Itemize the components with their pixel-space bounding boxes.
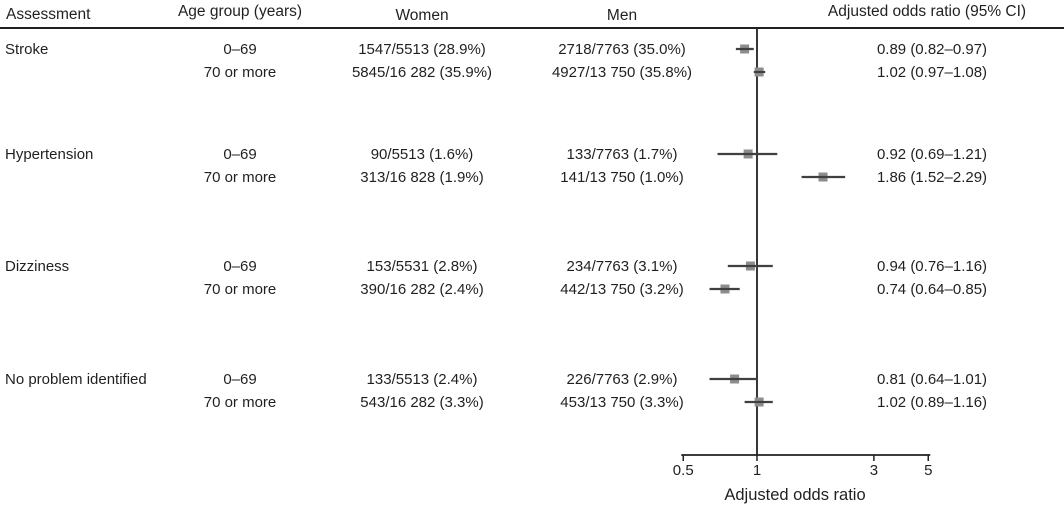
col-header-assessment: Assessment — [6, 6, 91, 23]
or-ci-cell: 0.81 (0.64–1.01) — [876, 371, 988, 388]
col-header-men: Men — [606, 7, 638, 24]
col-header-odds-ratio: Adjusted odds ratio (95% CI) — [827, 3, 1027, 20]
men-cell: 133/7763 (1.7%) — [566, 146, 678, 163]
age-group-cell: 0–69 — [223, 371, 257, 388]
age-group-cell: 0–69 — [223, 41, 257, 58]
men-cell: 4927/13 750 (35.8%) — [551, 64, 693, 81]
assessment-label: No problem identified — [5, 371, 147, 388]
tick-label: 5 — [924, 462, 933, 479]
age-group-cell: 70 or more — [203, 64, 277, 81]
or-ci-cell: 0.92 (0.69–1.21) — [876, 146, 988, 163]
col-header-women: Women — [395, 7, 449, 24]
or-marker — [754, 397, 764, 407]
women-cell: 5845/16 282 (35.9%) — [351, 64, 493, 81]
or-marker — [754, 67, 764, 77]
age-group-cell: 70 or more — [203, 394, 277, 411]
men-cell: 234/7763 (3.1%) — [566, 258, 678, 275]
women-cell: 390/16 282 (2.4%) — [360, 281, 484, 298]
col-header-age-group: Age group (years) — [177, 3, 303, 20]
men-cell: 453/13 750 (3.3%) — [560, 394, 684, 411]
or-ci-cell: 1.02 (0.97–1.08) — [876, 64, 988, 81]
women-cell: 543/16 282 (3.3%) — [360, 394, 484, 411]
or-marker — [745, 261, 755, 271]
women-cell: 133/5513 (2.4%) — [366, 371, 478, 388]
women-cell: 153/5531 (2.8%) — [366, 258, 478, 275]
men-cell: 442/13 750 (3.2%) — [560, 281, 684, 298]
or-marker — [720, 284, 730, 294]
tick-label: 1 — [752, 462, 762, 479]
age-group-cell: 0–69 — [223, 146, 257, 163]
assessment-label: Stroke — [5, 41, 49, 58]
women-cell: 90/5513 (1.6%) — [370, 146, 474, 163]
tick-label: 3 — [869, 462, 879, 479]
age-group-cell: 70 or more — [203, 281, 277, 298]
axis-title: Adjusted odds ratio — [724, 486, 866, 504]
women-cell: 1547/5513 (28.9%) — [358, 41, 486, 58]
or-marker — [818, 172, 828, 182]
tick-label: 0.5 — [672, 462, 694, 479]
or-ci-cell: 0.74 (0.64–0.85) — [876, 281, 988, 298]
age-group-cell: 70 or more — [203, 169, 277, 186]
header-rule — [0, 27, 1064, 29]
or-ci-cell: 1.86 (1.52–2.29) — [876, 169, 988, 186]
or-marker — [730, 374, 740, 384]
women-cell: 313/16 828 (1.9%) — [360, 169, 484, 186]
or-marker — [740, 44, 750, 54]
assessment-label: Dizziness — [5, 258, 70, 275]
men-cell: 2718/7763 (35.0%) — [558, 41, 686, 58]
men-cell: 226/7763 (2.9%) — [566, 371, 678, 388]
or-ci-cell: 1.02 (0.89–1.16) — [876, 394, 988, 411]
or-marker — [743, 149, 753, 159]
men-cell: 141/13 750 (1.0%) — [560, 169, 684, 186]
age-group-cell: 0–69 — [223, 258, 257, 275]
assessment-label: Hypertension — [5, 146, 94, 163]
or-ci-cell: 0.94 (0.76–1.16) — [876, 258, 988, 275]
or-ci-cell: 0.89 (0.82–0.97) — [876, 41, 988, 58]
